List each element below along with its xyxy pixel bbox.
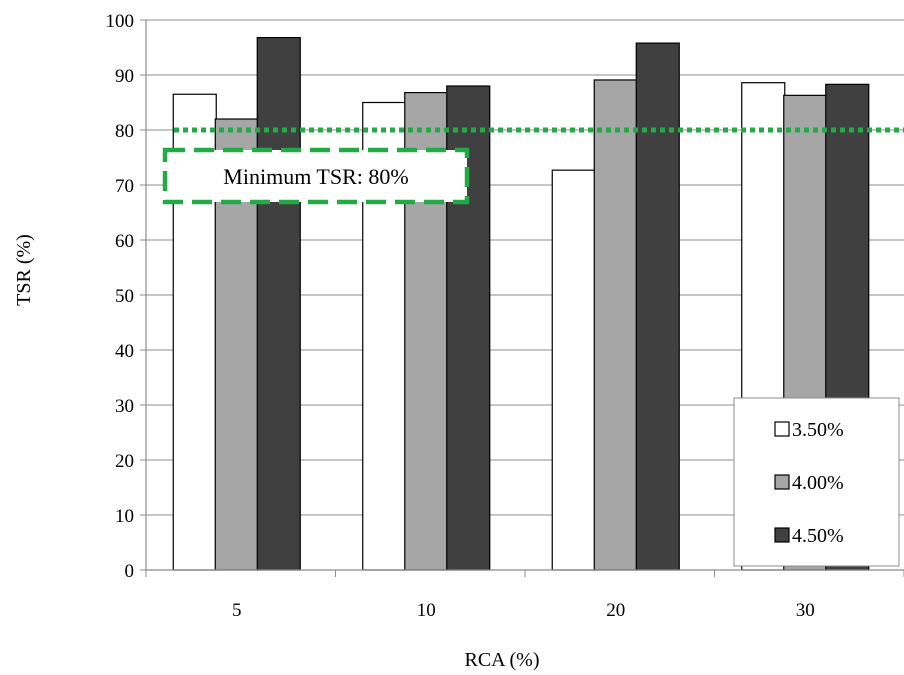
x-tick-label: 5 bbox=[232, 600, 242, 621]
y-tick-label: 10 bbox=[115, 506, 134, 527]
minimum-tsr-annotation: Minimum TSR: 80% bbox=[162, 147, 470, 205]
y-tick-label: 40 bbox=[115, 341, 134, 362]
x-tick-label: 30 bbox=[796, 600, 815, 621]
y-tick-label: 20 bbox=[115, 451, 134, 472]
y-tick-label: 50 bbox=[115, 286, 134, 307]
bars bbox=[172, 36, 870, 571]
bar-20-3.50pct bbox=[551, 169, 596, 571]
y-tick-labels: 0 10 20 30 40 50 60 70 80 90 100 bbox=[106, 11, 135, 582]
bar-5-4.50pct bbox=[256, 36, 301, 571]
bar-20-4.50pct bbox=[635, 42, 680, 571]
legend-swatch bbox=[774, 527, 790, 543]
y-axis-title: TSR (%) bbox=[13, 234, 35, 306]
legend: 3.50% 4.00% 4.50% bbox=[733, 397, 900, 567]
annotation-box bbox=[162, 147, 470, 205]
x-tick-label: 10 bbox=[417, 600, 436, 621]
bar-20-4.00pct bbox=[593, 79, 638, 571]
x-axis-title: RCA (%) bbox=[465, 649, 540, 671]
legend-swatch bbox=[774, 421, 790, 437]
y-tick-label: 90 bbox=[115, 66, 134, 87]
y-tick-label: 100 bbox=[106, 11, 135, 32]
y-tick-label: 30 bbox=[115, 396, 134, 417]
y-tick-label: 60 bbox=[115, 231, 134, 252]
legend-swatch bbox=[774, 474, 790, 490]
x-tick-labels: 5 10 20 30 bbox=[232, 600, 815, 621]
legend-label: 4.00% bbox=[792, 472, 844, 494]
y-tick-label: 80 bbox=[115, 121, 134, 142]
legend-label: 4.50% bbox=[792, 525, 844, 547]
annotation-text: Minimum TSR: 80% bbox=[223, 164, 408, 189]
y-tick-label: 0 bbox=[125, 561, 135, 582]
axes bbox=[145, 20, 904, 577]
legend-box bbox=[733, 397, 900, 567]
x-tick-label: 20 bbox=[606, 600, 625, 621]
y-tick-label: 70 bbox=[115, 176, 134, 197]
legend-label: 3.50% bbox=[792, 419, 844, 441]
